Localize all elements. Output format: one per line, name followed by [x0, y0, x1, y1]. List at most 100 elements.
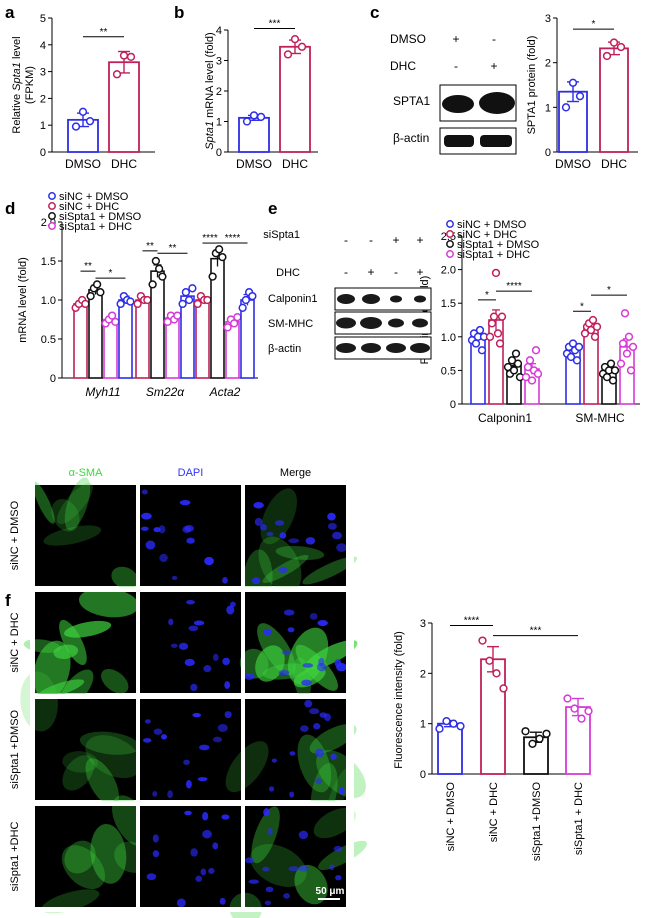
nucleus	[221, 814, 230, 820]
cell-stain	[37, 679, 85, 699]
data-point	[238, 303, 247, 312]
nucleus	[184, 810, 192, 816]
x-tick-label: DHC	[111, 157, 137, 171]
data-point	[492, 669, 501, 678]
ylabel-part: mRNA level (fold)	[204, 32, 216, 121]
nucleus	[171, 575, 178, 581]
nucleus	[212, 842, 219, 850]
nucleus	[226, 605, 235, 615]
data-point	[588, 315, 598, 325]
bar	[73, 303, 88, 379]
data-point	[521, 727, 530, 736]
data-point	[592, 322, 602, 331]
data-point	[497, 312, 507, 321]
x-tick-label: siSpta1 +DMSO	[531, 782, 543, 862]
bar	[165, 317, 180, 379]
micrograph	[245, 485, 346, 586]
y-tick-label: 0	[216, 147, 222, 159]
blot-band	[480, 135, 512, 147]
blot-sign: +	[490, 59, 497, 73]
data-point	[148, 280, 157, 289]
bar	[279, 45, 311, 153]
nucleus	[186, 599, 195, 605]
data-point	[584, 706, 593, 716]
band-label: Calponin1	[268, 293, 318, 305]
data-point	[208, 272, 217, 281]
cell-stain	[64, 840, 96, 874]
legend-label: siSpta1 + DMSO	[59, 211, 142, 223]
nucleus	[142, 738, 152, 743]
y-tick-label: 2	[40, 93, 46, 105]
ylabel-line2: (FPKM)	[24, 66, 36, 104]
cell-stain	[257, 623, 296, 676]
data-point	[184, 295, 194, 305]
nucleus	[313, 722, 321, 730]
cell-stain	[101, 668, 129, 694]
nucleus	[317, 619, 328, 627]
cell-stain	[258, 536, 302, 593]
significance-label: ****	[225, 233, 241, 244]
blot-band	[360, 317, 382, 329]
nucleus	[185, 780, 192, 789]
data-point	[606, 359, 616, 368]
panel-letter: c	[370, 3, 379, 22]
blot-band	[414, 295, 426, 303]
data-point	[491, 268, 501, 278]
cell-stain	[64, 477, 91, 531]
y-tick-label: 3	[40, 67, 46, 79]
micrograph-column-label: α-SMA	[69, 467, 104, 479]
cell-stain	[313, 807, 356, 839]
nucleus	[338, 787, 345, 795]
data-point	[527, 376, 537, 385]
nucleus	[212, 736, 223, 743]
nucleus	[152, 834, 159, 843]
blot-sign: -	[492, 32, 496, 46]
nucleus	[332, 531, 343, 540]
nucleus	[152, 850, 160, 858]
cell-stain	[53, 644, 79, 659]
x-tick-label: DHC	[601, 157, 627, 171]
data-point	[566, 352, 576, 362]
nucleus	[140, 526, 149, 531]
micrograph	[35, 485, 136, 586]
panel-letter: e	[268, 199, 277, 218]
nucleus	[254, 517, 263, 526]
panel-letter: a	[5, 3, 15, 22]
nucleus	[305, 537, 316, 545]
x-tick-label: SM-MHC	[575, 411, 625, 425]
nucleus	[170, 643, 178, 648]
x-tick-label: Myh11	[85, 385, 120, 399]
data-point	[297, 42, 307, 51]
scale-bar-label: 50 μm	[316, 886, 345, 897]
panel-letter: f	[5, 591, 11, 610]
y-tick-label: 3	[216, 56, 222, 68]
data-point	[151, 256, 161, 266]
cell-stain	[294, 864, 328, 905]
blot-sign: -	[369, 233, 373, 247]
nucleus	[327, 522, 337, 530]
nucleus	[278, 566, 288, 574]
y-tick-label: 2	[216, 86, 222, 98]
nucleus	[327, 512, 336, 521]
nucleus	[265, 886, 274, 893]
nucleus	[158, 525, 166, 534]
significance-label: *	[607, 285, 611, 296]
y-tick-label: 4	[216, 25, 222, 37]
y-tick-label: 0	[50, 373, 56, 385]
x-tick-label: DHC	[282, 157, 308, 171]
legend-marker	[48, 222, 56, 230]
cell-stain	[85, 735, 142, 779]
y-tick-label: 1.0	[441, 332, 456, 344]
data-point	[126, 297, 135, 306]
nucleus	[184, 658, 195, 667]
nucleus	[281, 650, 292, 655]
band-label: β-actin	[393, 131, 429, 145]
x-tick-label: Calponin1	[478, 411, 532, 425]
data-point	[126, 52, 136, 62]
data-point	[478, 636, 487, 645]
legend-marker	[48, 202, 56, 210]
nucleus	[145, 540, 156, 550]
significance-label: ***	[530, 626, 542, 637]
micrograph-row-label: siSpta1 +DMSO	[9, 709, 21, 789]
blot-frame	[334, 311, 432, 335]
